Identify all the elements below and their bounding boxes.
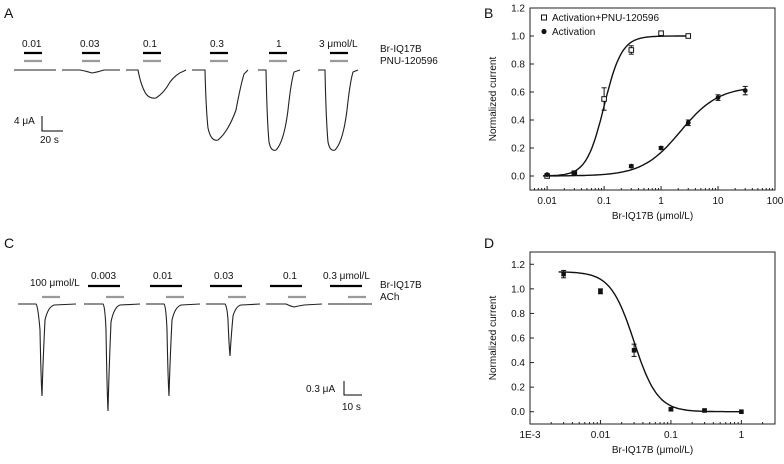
row-label-c-ach: ACh — [380, 292, 399, 303]
data-point — [628, 163, 634, 169]
panel-c-traces: 100 μmol/L 0.003 0.01 0.03 0.1 0.3 μmol/… — [18, 271, 422, 413]
data-point — [561, 271, 566, 277]
current-traces-c — [18, 303, 372, 412]
legend-marker — [541, 28, 547, 35]
conc-label-c-5: 0.1 — [283, 271, 297, 282]
scale-y-label-a: 4 μA — [14, 116, 35, 127]
conc-label-c-2: 0.003 — [91, 271, 116, 282]
legend-label: Activation+PNU-120596 — [552, 13, 659, 24]
data-point — [631, 347, 637, 353]
x-tick-label: 0.1 — [664, 430, 678, 441]
y-axis-label: Normalized current — [488, 296, 499, 381]
trace-a-3 — [126, 69, 187, 99]
trace-c-4 — [206, 303, 261, 357]
panel-letter-d: D — [484, 235, 494, 251]
conc-label-c-6: 0.3 μmol/L — [323, 271, 370, 282]
plot-frame — [529, 251, 776, 425]
data-point — [601, 96, 607, 102]
trace-c-2 — [84, 303, 141, 412]
x-axis-label: Br-IQ17B (μmol/L) — [612, 445, 693, 456]
panel-letter-b: B — [484, 5, 493, 21]
y-tick-label: 1.0 — [511, 32, 525, 43]
trace-a-6 — [318, 69, 359, 151]
conc-label-a-1: 0.01 — [22, 39, 42, 50]
row-label-a-compound: Br-IQ17B — [380, 44, 422, 55]
scale-x-label-a: 20 s — [40, 135, 59, 146]
data-point — [742, 88, 748, 93]
trace-c-5 — [266, 303, 323, 308]
x-tick-label: 0.1 — [597, 196, 611, 207]
y-tick-label: 1.2 — [511, 260, 525, 271]
x-tick-label: 10 — [712, 196, 724, 207]
fit-curve-series-1 — [558, 271, 742, 413]
conc-label-a-6: 3 μmol/L — [319, 39, 358, 50]
data-point — [685, 120, 691, 126]
conc-label-a-4: 0.3 — [210, 39, 224, 50]
panel-letter-a: A — [4, 5, 14, 21]
y-tick-label: 1.2 — [511, 4, 525, 15]
y-tick-label: 0.0 — [511, 407, 525, 418]
y-axis-label: Normalized current — [488, 57, 499, 142]
x-tick-label: 0.01 — [591, 430, 611, 441]
data-point — [658, 145, 664, 151]
chart-b: 0.0 0.2 0.4 0.6 0.8 1.0 1.2 0.01 0.1 1 10 100 Br-IQ1… — [488, 4, 784, 223]
row-label-c-compound: Br-IQ17B — [380, 280, 422, 291]
trace-c-3 — [146, 303, 201, 397]
y-tick-label: 0.6 — [511, 88, 525, 99]
data-point — [702, 408, 707, 413]
x-tick-label: 1 — [658, 196, 664, 207]
x-tick-label: 100 — [767, 196, 784, 207]
y-tick-label: 0.6 — [511, 334, 525, 345]
scale-y-label-c: 0.3 μA — [306, 384, 335, 395]
trace-a-2 — [62, 69, 120, 74]
conc-label-a-5: 1 — [276, 39, 282, 50]
legend-label: Activation — [552, 27, 595, 38]
data-point — [685, 33, 692, 39]
y-tick-label: 0.4 — [511, 358, 525, 369]
data-point — [628, 47, 635, 53]
conc-label-a-3: 0.1 — [143, 39, 157, 50]
x-axis-label: Br-IQ17B (μmol/L) — [612, 211, 693, 222]
x-tick-label: 0.01 — [537, 196, 557, 207]
scale-bar-a — [41, 116, 63, 132]
panel-letter-c: C — [4, 235, 14, 251]
data-point — [598, 289, 603, 294]
row-label-a-pnu: PNU-120596 — [380, 56, 438, 67]
data-point — [715, 95, 721, 100]
chart-d: 0.0 0.2 0.4 0.6 0.8 1.0 1.2 1E-3 0.01 0.1 1 Br-IQ17… — [488, 251, 776, 456]
x-tick-label: 1 — [739, 430, 745, 441]
y-tick-label: 0.8 — [511, 309, 525, 320]
data-point — [571, 170, 577, 176]
conc-label-c-4: 0.03 — [214, 271, 234, 282]
y-tick-label: 0.0 — [511, 172, 525, 183]
conc-label-a-2: 0.03 — [80, 39, 100, 50]
trace-a-4 — [192, 69, 249, 141]
y-tick-label: 0.2 — [511, 144, 525, 155]
y-tick-label: 0.2 — [511, 383, 525, 394]
data-point — [668, 406, 674, 412]
x-tick-label: 1E-3 — [519, 430, 541, 441]
data-point — [544, 172, 550, 178]
trace-a-5 — [258, 69, 301, 151]
y-tick-label: 0.4 — [511, 116, 525, 127]
fit-curve-series-1 — [543, 35, 689, 177]
scale-x-label-c: 10 s — [342, 402, 361, 413]
fit-curve-series-2 — [543, 88, 746, 177]
conc-label-c-1: 100 μmol/L — [30, 278, 80, 289]
panel-a-traces: 0.01 0.03 0.1 0.3 1 3 μmol/L Br-IQ17B PN… — [14, 39, 438, 151]
data-point — [658, 30, 664, 36]
y-tick-label: 0.8 — [511, 60, 525, 71]
scale-bar-c — [343, 381, 362, 396]
legend-marker — [541, 14, 547, 21]
data-point — [739, 409, 744, 415]
current-traces-a — [14, 69, 359, 151]
y-tick-label: 1.0 — [511, 284, 525, 295]
trace-c-1 — [18, 303, 77, 397]
conc-label-c-3: 0.01 — [153, 271, 173, 282]
